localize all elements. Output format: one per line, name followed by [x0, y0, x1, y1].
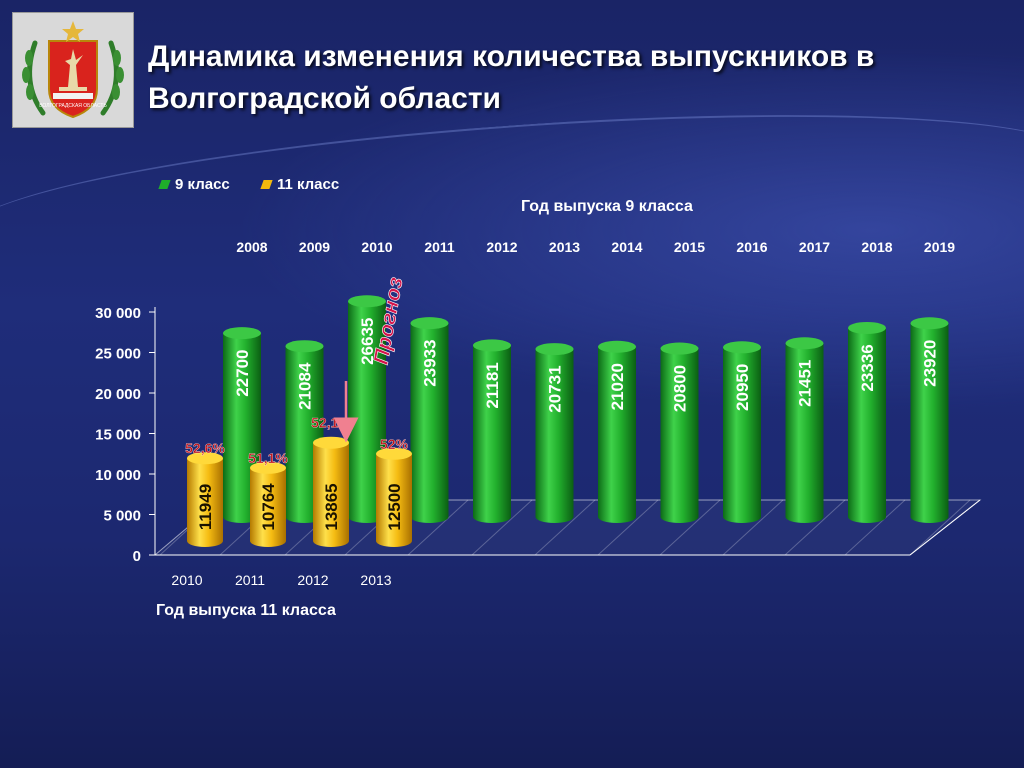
- grade11-value-label: 11949: [196, 484, 215, 530]
- top-axis-year-label: 2012: [486, 239, 517, 255]
- y-tick-label: 15 000: [95, 427, 141, 444]
- grade9-value-label: 23933: [421, 340, 440, 387]
- floor-division: [909, 499, 971, 556]
- grade9-bar: [535, 343, 574, 523]
- grade11-percent-label: 52%: [380, 436, 409, 452]
- y-tick-label: 20 000: [95, 386, 141, 403]
- grade9-bar: [410, 317, 449, 523]
- floor-division: [471, 499, 533, 556]
- grade11-bar: [250, 461, 286, 547]
- bottom-axis-year-label: 2011: [235, 572, 265, 588]
- grade9-bar: [785, 337, 824, 523]
- grade9-bar: [473, 339, 511, 523]
- grade9-bar: [848, 321, 886, 523]
- top-axis-year-label: 2013: [549, 239, 580, 255]
- grade9-value-label: 26635: [358, 318, 377, 365]
- y-tick-label: 10 000: [95, 467, 141, 484]
- top-axis-year-label: 2016: [736, 239, 767, 255]
- bottom-axis-year-label: 2013: [360, 572, 391, 588]
- grade11-bar: [187, 452, 223, 547]
- floor-division: [784, 499, 846, 556]
- grade9-value-label: 21451: [796, 360, 815, 407]
- grade9-value-label: 21084: [296, 362, 315, 410]
- y-tick-label: 30 000: [95, 305, 141, 322]
- grade9-value-label: 20731: [546, 365, 565, 412]
- grade11-value-label: 12500: [385, 483, 404, 530]
- page-title: Динамика изменения количества выпускнико…: [148, 40, 875, 115]
- chart-legend: 9 класс 11 класс: [158, 176, 367, 193]
- legend-item-grade11: 11 класс: [260, 176, 340, 193]
- grade9-value-label: 21020: [608, 363, 627, 410]
- grade9-value-label: 21181: [483, 362, 502, 408]
- top-axis-year-label: 2017: [799, 239, 830, 255]
- bottom-axis-year-label: 2012: [297, 572, 328, 588]
- floor-division: [407, 499, 469, 556]
- grade9-value-label: 23920: [921, 340, 940, 387]
- top-axis-year-label: 2015: [674, 239, 705, 255]
- top-axis-year-label: 2009: [299, 239, 330, 255]
- floor-edge: [909, 499, 981, 556]
- y-tick-label: 25 000: [95, 346, 141, 363]
- grade9-bar: [910, 317, 949, 523]
- grade9-bar: [660, 342, 699, 523]
- top-axis-year-label: 2011: [424, 239, 455, 255]
- legend-item-grade9: 9 класс: [158, 176, 230, 193]
- top-axis-year-label: 2019: [924, 239, 955, 255]
- bottom-axis-year-label: 2010: [171, 572, 202, 588]
- grade11-value-label: 10764: [259, 483, 278, 531]
- floor-division: [534, 499, 596, 556]
- region-emblem: ВОЛГОГРАДСКАЯ ОБЛАСТЬ: [12, 12, 134, 128]
- grade11-percent-label: 51,1%: [248, 450, 288, 466]
- grade9-value-label: 20950: [733, 364, 752, 411]
- grade11-percent-label: 52,6%: [185, 440, 225, 456]
- bottom-axis-title: Год выпуска 11 класса: [156, 602, 336, 619]
- top-axis-title: Год выпуска 9 класса: [521, 198, 693, 215]
- top-axis-year-label: 2010: [361, 239, 392, 255]
- floor-division: [844, 499, 906, 556]
- top-axis-year-label: 2008: [236, 239, 267, 255]
- top-axis-year-label: 2018: [861, 239, 892, 255]
- grade9-bar: [598, 340, 636, 523]
- grade11-value-label: 13865: [322, 483, 341, 530]
- emblem-caption: ВОЛГОГРАДСКАЯ ОБЛАСТЬ: [39, 103, 107, 109]
- y-tick-label: 0: [133, 548, 141, 565]
- top-axis-year-label: 2014: [611, 239, 642, 255]
- grade11-bar: [376, 447, 412, 547]
- grade9-value-label: 22700: [233, 349, 252, 396]
- floor-division: [597, 499, 659, 556]
- grade9-bar: [723, 341, 761, 523]
- grade9-value-label: 20800: [671, 365, 690, 412]
- floor-division: [722, 499, 784, 556]
- legend-label-grade9: 9 класс: [175, 176, 230, 193]
- floor-division: [659, 499, 721, 556]
- coat-of-arms-icon: ВОЛГОГРАДСКАЯ ОБЛАСТЬ: [22, 21, 124, 119]
- grade9-value-label: 23336: [858, 344, 877, 391]
- legend-label-grade11: 11 класс: [276, 176, 340, 193]
- y-tick-label: 5 000: [103, 508, 141, 525]
